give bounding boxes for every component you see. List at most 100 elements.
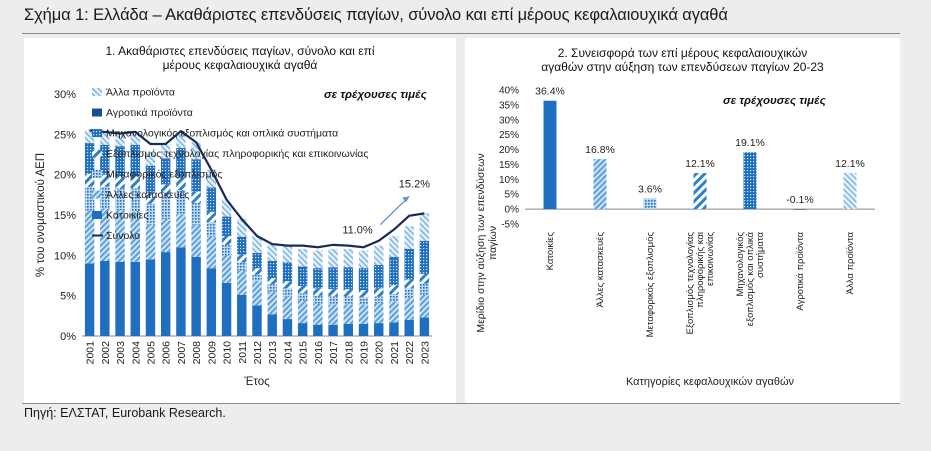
chart2-annotation: σε τρέχουσες τιμές <box>723 95 827 107</box>
chart1-bar-segment <box>252 253 262 269</box>
chart1-bar-segment <box>328 248 338 268</box>
chart1-bar-segment <box>160 184 171 196</box>
chart1-bar-segment <box>160 159 171 185</box>
chart1-legend-label: Εξοπλισμός τεχνολογίας πληροφορικής και … <box>106 148 368 160</box>
chart1-bar-segment <box>282 319 293 336</box>
chart1-bar-segment <box>389 322 399 336</box>
chart1-bar-segment <box>237 270 247 295</box>
chart2-ytick-label: 5% <box>505 190 520 201</box>
chart1-bar-segment <box>374 245 384 266</box>
chart1-xtick-label: 2006 <box>161 341 173 365</box>
chart1-bar-segment <box>252 281 262 306</box>
chart1-bar-segment <box>206 236 217 269</box>
chart2-ytick-label: 15% <box>499 160 519 171</box>
chart1-bar-segment <box>313 250 323 269</box>
chart1-legend-label: Σύνολο <box>106 230 140 242</box>
chart2-title-line2: αγαθών στην αύξηση των επενδύσεων παγίων… <box>541 60 824 74</box>
chart1-xtick-label: 2009 <box>206 341 218 365</box>
chart2-category-label: Μηχανολογικός <box>735 232 746 297</box>
chart1-bar-segment <box>130 145 140 177</box>
chart1-bar-segment <box>404 248 414 250</box>
chart2-bar <box>593 159 607 210</box>
chart1-bar-segment <box>282 262 293 264</box>
chart1-xtick-label: 2004 <box>130 341 142 365</box>
chart1-bar-segment <box>328 296 338 305</box>
chart2-category-label: Άλλα προϊόντα <box>845 231 856 294</box>
chart1-ytick-label: 10% <box>54 250 76 262</box>
chart1-legend-label: Μεταφορικός εξοπλισμός <box>106 169 222 181</box>
chart2-ytick-label: 35% <box>499 100 519 111</box>
chart2-category-label: συστήματα <box>755 232 766 279</box>
chart1-xtick-label: 2007 <box>176 341 188 365</box>
chart2-xlabel: Κατηγορίες κεφαλουχικών αγαθών <box>626 376 795 388</box>
chart2-category-label: πληροφορικής και <box>695 232 706 308</box>
source-divider <box>22 403 900 404</box>
chart1-bar-segment <box>358 304 369 324</box>
chart1-bar-segment <box>176 177 186 190</box>
chart1-bar-segment <box>267 314 277 336</box>
chart1-bar-segment <box>145 165 156 167</box>
chart1-bar-segment <box>313 269 323 289</box>
chart1-bar-segment <box>297 267 308 286</box>
chart1-bar-segment <box>343 248 354 268</box>
chart1-ytick-label: 25% <box>54 129 76 141</box>
chart2-ytick-label: 25% <box>499 130 519 141</box>
chart1-xtick-label: 2002 <box>100 341 112 365</box>
chart1-bar-segment <box>343 323 354 336</box>
chart1-bar-segment <box>115 147 125 177</box>
chart1-bar-segment <box>84 130 95 144</box>
chart1-bar-segment <box>191 224 201 257</box>
chart1-bar-segment <box>297 285 308 294</box>
chart1-bar-segment <box>313 295 323 304</box>
chart1-ylabel: % του ονομαστικού ΑΕΠ <box>35 153 47 277</box>
chart1-xtick-label: 2008 <box>191 341 203 365</box>
chart1-bar-segment <box>191 160 201 192</box>
chart1-bar-segment <box>145 152 156 166</box>
chart1-legend-label: Άλλα προϊόντα <box>106 87 175 99</box>
chart1-bar-segment <box>191 202 201 225</box>
chart2-bar <box>693 173 707 210</box>
chart1-bar-segment <box>267 261 277 278</box>
chart1-bar-segment <box>252 274 262 282</box>
chart1-bar-segment <box>100 186 110 209</box>
chart1-bar-segment <box>176 148 186 178</box>
chart1-ytick-label: 0% <box>60 331 76 343</box>
chart1-bar-segment <box>206 188 217 212</box>
chart1-legend-swatch <box>92 190 102 199</box>
chart1-bar-segment <box>221 255 232 283</box>
chart2-value-label: 16.8% <box>585 144 615 156</box>
chart1-bar-segment <box>267 244 277 261</box>
chart1-annotation: σε τρέχουσες τιμές <box>324 89 428 101</box>
chart1-bar-segment <box>419 213 430 241</box>
panel-contribution: 2. Συνεισφορά των επί μέρους κεφαλαιουχι… <box>465 38 900 404</box>
chart2-category-label: εξοπλισμός και οπλικά <box>745 231 756 326</box>
chart2-ylabel-line: παγίων <box>487 226 499 260</box>
chart2-bar <box>643 198 657 210</box>
chart1-bar-segment <box>313 268 323 270</box>
chart1-legend-swatch <box>92 108 102 117</box>
chart1-bar-segment <box>84 263 95 336</box>
chart1-bar-segment <box>145 224 156 260</box>
chart1-bar-segment <box>328 267 338 269</box>
chart1-bar-segment <box>358 323 369 336</box>
chart1-bar-segment <box>84 173 95 187</box>
chart1-bar-segment <box>374 288 384 297</box>
chart1-bar-segment <box>130 188 140 212</box>
chart2-category-label: Άλλες κατασκευές <box>595 232 606 308</box>
chart1-ytick-label: 20% <box>54 170 76 182</box>
chart1-total-line <box>89 129 425 249</box>
chart1-bar-segment <box>84 144 95 174</box>
chart1-bar-segment <box>267 277 277 285</box>
chart1-bar-segment <box>100 145 110 175</box>
chart1-title-line1: 1. Ακαθάριστες επενδύσεις παγίων, σύνολο… <box>105 44 375 58</box>
chart1-bar-segment <box>206 222 217 237</box>
chart1-xtick-label: 2023 <box>419 341 431 365</box>
chart1-bar-segment <box>404 298 414 320</box>
chart1-xtick-label: 2019 <box>359 341 371 365</box>
chart1-bar-segment <box>160 219 171 253</box>
chart1-bar-segment <box>358 268 369 270</box>
chart2-ytick-label: -5% <box>501 220 519 231</box>
chart1-bar-segment <box>100 260 110 336</box>
chart1-bar-segment <box>328 324 338 336</box>
chart1-xtick-label: 2014 <box>282 341 294 365</box>
